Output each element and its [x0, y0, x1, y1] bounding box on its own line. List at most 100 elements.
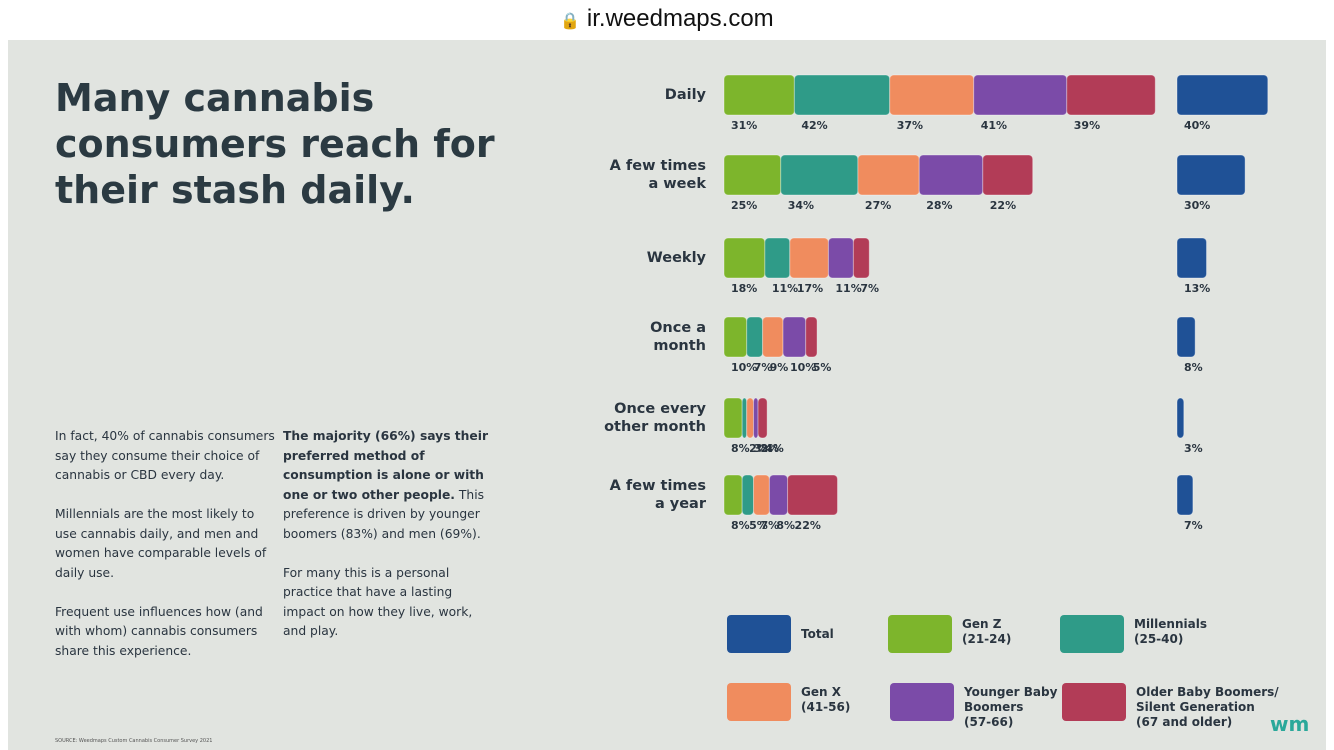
value-label: 40%	[1184, 119, 1210, 132]
value-label: 8%	[731, 519, 750, 532]
paragraph: The majority (66%) says their preferred …	[283, 427, 498, 544]
value-label: 11%	[772, 282, 798, 295]
bar-segment	[723, 237, 766, 279]
bar-segment	[857, 154, 920, 196]
bar-segment	[741, 397, 748, 439]
bar-segment	[889, 74, 975, 116]
category-label: Weekly	[646, 250, 706, 266]
value-label: 28%	[926, 199, 952, 212]
lock-icon: 🔒	[560, 13, 581, 30]
value-label: 9%	[770, 361, 789, 374]
bar-segment	[782, 316, 807, 358]
category-label: A few times a year	[609, 478, 706, 512]
value-label: 2%	[761, 442, 780, 455]
value-label: 27%	[865, 199, 891, 212]
category-label: Once every other month	[604, 401, 706, 435]
bar-segment	[723, 474, 743, 516]
value-label: 8%	[731, 442, 750, 455]
bold-text: The majority (66%) says their preferred …	[283, 429, 489, 502]
bar-segment	[741, 474, 755, 516]
paragraph: Millennials are the most likely to use c…	[55, 507, 267, 580]
logo[interactable]: wm	[1270, 712, 1310, 736]
bar-segment	[1176, 237, 1208, 279]
bar-segment	[753, 397, 759, 439]
chart: 31% 42% 37% 41% 39% 40% 25% 34% 27% 28% 22% 30% 18% 1…	[723, 74, 1269, 721]
legend-swatch	[727, 615, 791, 653]
value-label: 7%	[761, 519, 780, 532]
bar-segment	[918, 154, 984, 196]
address-bar[interactable]: 🔒 ir.weedmaps.com	[0, 0, 1334, 40]
bar-segment	[1176, 474, 1194, 516]
bar-segment	[723, 74, 795, 116]
value-label: 2%	[749, 442, 768, 455]
legend-label: Total	[801, 627, 834, 641]
bar-segment	[764, 237, 791, 279]
value-label: 34%	[788, 199, 814, 212]
bar-segment	[1176, 74, 1269, 116]
value-label: 31%	[731, 119, 757, 132]
legend-swatch	[1062, 683, 1126, 721]
value-label: 7%	[1184, 519, 1203, 532]
bar-segment	[1176, 154, 1246, 196]
bar-segment	[768, 474, 789, 516]
bar-segment	[746, 316, 764, 358]
bar-segment	[723, 316, 748, 358]
bar-segment	[723, 397, 743, 439]
bar-segment	[852, 237, 870, 279]
value-label: 10%	[731, 361, 757, 374]
paragraph: In fact, 40% of cannabis consumers say t…	[55, 429, 275, 482]
legend-ages: (41-56)	[801, 700, 851, 714]
bar-segment	[753, 474, 770, 516]
category-label: A few times a week	[609, 158, 706, 192]
bar-segment	[746, 397, 755, 439]
paragraph: For many this is a personal practice tha…	[283, 565, 473, 639]
value-label: 5%	[813, 361, 832, 374]
bar-segment	[973, 74, 1068, 116]
value-label: 42%	[801, 119, 827, 132]
value-label: 3%	[754, 442, 773, 455]
value-label: 11%	[835, 282, 861, 295]
bar-segment	[780, 154, 859, 196]
value-label: 7%	[754, 361, 773, 374]
bar-segment	[762, 316, 784, 358]
bar-segment	[723, 154, 782, 196]
legend-ages: (67 and older)	[1136, 715, 1233, 729]
legend-swatch	[890, 683, 954, 721]
legend-label: Younger Baby Boomers	[964, 685, 1058, 714]
legend-label: Older Baby Boomers/ Silent Generation	[1136, 685, 1279, 714]
bar-segment	[1176, 397, 1185, 439]
legend-swatch	[888, 615, 952, 653]
right-column: The majority (66%) says their preferred …	[283, 427, 498, 661]
value-label: 22%	[795, 519, 821, 532]
value-label: 8%	[776, 519, 795, 532]
headline: Many cannabis consumers reach for their …	[55, 76, 495, 212]
value-label: 22%	[990, 199, 1016, 212]
bar-segment	[789, 237, 829, 279]
bar-segment	[827, 237, 854, 279]
text: This preference is driven by younger boo…	[283, 487, 485, 541]
value-label: 3%	[1184, 442, 1203, 455]
value-label: 13%	[1184, 282, 1210, 295]
bar-segment	[757, 397, 768, 439]
infographic: Many cannabis consumers reach for their …	[8, 40, 1326, 750]
legend-ages: (25-40)	[1134, 632, 1184, 646]
bar-segment	[805, 316, 818, 358]
value-label: 10%	[790, 361, 816, 374]
bar-segment	[793, 74, 891, 116]
category-label: Once a month	[650, 320, 706, 354]
value-label: 41%	[981, 119, 1007, 132]
value-label: 5%	[749, 519, 768, 532]
value-label: 18%	[731, 282, 757, 295]
legend-ages: (57-66)	[964, 715, 1014, 729]
legend-ages: (21-24)	[962, 632, 1012, 646]
legend-swatch	[727, 683, 791, 721]
bar-segment	[1176, 316, 1196, 358]
legend-label: Gen X	[801, 685, 841, 699]
legend-label: Gen Z	[962, 617, 1002, 631]
value-label: 17%	[797, 282, 823, 295]
bar-segment	[1066, 74, 1156, 116]
value-label: 7%	[860, 282, 879, 295]
category-label: Daily	[664, 87, 706, 103]
bar-segment	[982, 154, 1034, 196]
